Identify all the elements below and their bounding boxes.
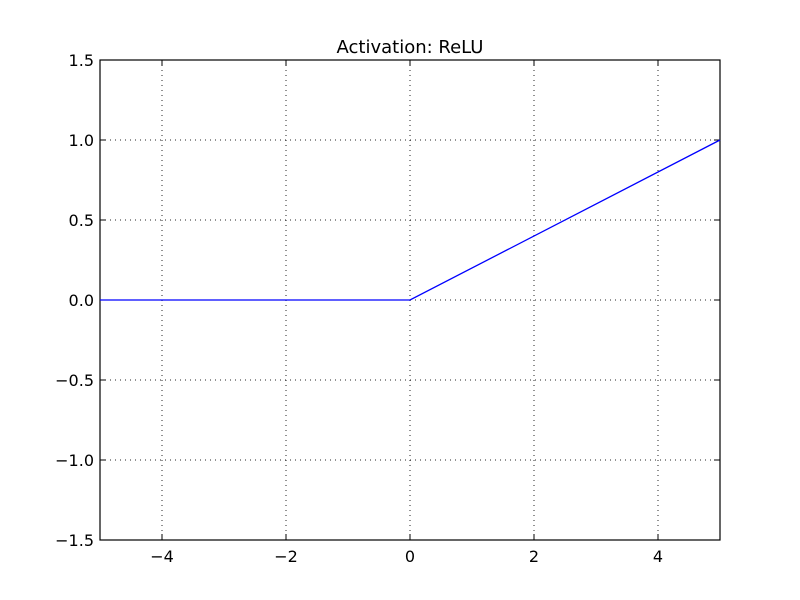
y-tick-label: −1.0 [55, 451, 94, 470]
x-tick-label: −2 [274, 547, 298, 566]
series-layer [100, 139, 721, 301]
x-tick-label: 2 [529, 547, 539, 566]
relu-series-line [100, 139, 721, 301]
x-tick-label: −4 [150, 547, 174, 566]
y-tick-label: 0.5 [69, 211, 94, 230]
y-tick-label: −1.5 [55, 531, 94, 550]
x-axis: −4 −2 0 2 4 [150, 547, 663, 566]
axis-ticks [100, 59, 720, 541]
y-tick-label: 1.5 [69, 51, 94, 70]
y-tick-label: −0.5 [55, 371, 94, 390]
y-tick-label: 1.0 [69, 131, 94, 150]
x-tick-label: 0 [405, 547, 415, 566]
y-tick-label: 0.0 [69, 291, 94, 310]
chart-title: Activation: ReLU [337, 37, 484, 58]
y-axis: −1.5 −1.0 −0.5 0.0 0.5 1.0 1.5 [55, 51, 94, 550]
x-tick-label: 4 [653, 547, 663, 566]
